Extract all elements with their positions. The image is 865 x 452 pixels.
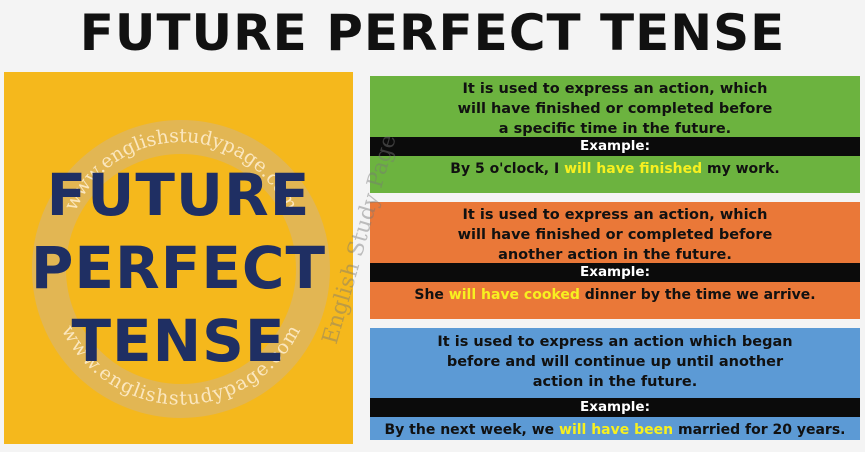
example-label: Example: bbox=[370, 137, 860, 156]
example-text: By 5 o'clock, I bbox=[450, 161, 565, 177]
example-label: Example: bbox=[370, 398, 860, 417]
example-sentence: By the next week, we will have been marr… bbox=[370, 417, 860, 444]
usage-card-3: It is used to express an action which be… bbox=[370, 328, 860, 440]
graphic-word-future: FUTURE bbox=[46, 161, 311, 229]
description-line: another action in the future. bbox=[498, 247, 732, 263]
example-highlight: will have been bbox=[559, 422, 674, 438]
page-title: FUTURE PERFECT TENSE bbox=[79, 4, 786, 62]
usage-description: It is used to express an action, which w… bbox=[370, 202, 860, 263]
example-label: Example: bbox=[370, 263, 860, 282]
example-text: married for 20 years. bbox=[673, 422, 846, 438]
example-text: She bbox=[414, 287, 449, 303]
graphic-word-perfect: PERFECT bbox=[30, 234, 327, 302]
description-line: will have finished or completed before bbox=[457, 101, 773, 117]
description-line: action in the future. bbox=[532, 374, 698, 390]
usage-description: It is used to express an action which be… bbox=[370, 328, 860, 398]
example-text: By the next week, we bbox=[384, 422, 560, 438]
example-text: dinner by the time we arrive. bbox=[579, 287, 816, 303]
description-line: It is used to express an action, which bbox=[462, 207, 768, 223]
description-line: will have finished or completed before bbox=[457, 227, 773, 243]
example-highlight: will have finished bbox=[564, 161, 703, 177]
graphic-word-tense: TENSE bbox=[71, 307, 286, 375]
watermark-text-graphic: www.englishstudypage.com www.englishstud… bbox=[57, 125, 305, 410]
description-line: It is used to express an action, which bbox=[462, 81, 768, 97]
description-line: before and will continue up until anothe… bbox=[446, 354, 784, 370]
example-sentence: By 5 o'clock, I will have finished my wo… bbox=[370, 156, 860, 183]
usage-description: It is used to express an action, which w… bbox=[370, 76, 860, 137]
description-line: It is used to express an action which be… bbox=[437, 334, 793, 350]
example-text: my work. bbox=[702, 161, 780, 177]
description-line: a specific time in the future. bbox=[498, 121, 732, 137]
example-highlight: will have cooked bbox=[448, 287, 580, 303]
example-sentence: She will have cooked dinner by the time … bbox=[370, 282, 860, 309]
usage-card-2: It is used to express an action, which w… bbox=[370, 202, 860, 319]
usage-card-1: It is used to express an action, which w… bbox=[370, 76, 860, 193]
title-graphic-panel: www.englishstudypage.com www.englishstud… bbox=[4, 72, 353, 444]
